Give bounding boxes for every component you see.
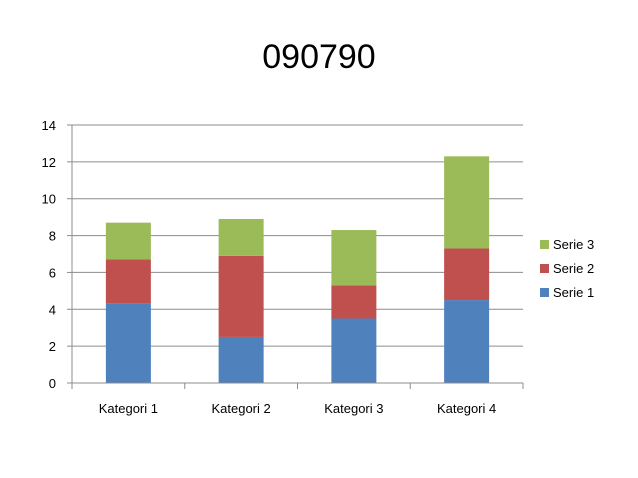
- bar-serie-3-3: [331, 230, 377, 286]
- bar-serie-1-3: [331, 318, 377, 383]
- bar-serie-1-1: [105, 303, 151, 383]
- x-tick-label: Kategori 1: [99, 401, 158, 416]
- y-tick-label: 12: [42, 155, 56, 170]
- bars: [105, 156, 490, 383]
- x-tick-label: Kategori 4: [437, 401, 496, 416]
- bar-serie-2-2: [218, 255, 264, 337]
- y-tick-label: 4: [49, 302, 56, 317]
- legend-label: Serie 2: [553, 261, 594, 276]
- bar-serie-2-3: [331, 285, 377, 319]
- y-tick-label: 2: [49, 339, 56, 354]
- legend: Serie 3 Serie 2 Serie 1: [540, 237, 594, 300]
- y-tick-label: 10: [42, 192, 56, 207]
- chart-title: 090790: [262, 38, 376, 76]
- tick-labels: 0 2 4 6 8 10 12 14 Kategori 1 Kategori 2 Kategori …: [42, 118, 497, 416]
- legend-swatch: [540, 240, 549, 249]
- legend-swatch: [540, 264, 549, 273]
- y-tick-label: 8: [49, 229, 56, 244]
- legend-swatch: [540, 288, 549, 297]
- y-tick-label: 0: [49, 376, 56, 391]
- bar-serie-3-2: [218, 218, 264, 256]
- legend-label: Serie 1: [553, 285, 594, 300]
- legend-label: Serie 3: [553, 237, 594, 252]
- bar-serie-1-4: [444, 300, 490, 383]
- bar-serie-1-2: [218, 336, 264, 383]
- y-tick-label: 14: [42, 118, 56, 133]
- axes: [67, 124, 524, 389]
- bar-serie-2-1: [105, 259, 151, 304]
- x-tick-label: Kategori 2: [211, 401, 270, 416]
- bar-serie-2-4: [444, 248, 490, 301]
- bar-serie-3-1: [105, 222, 151, 260]
- x-tick-label: Kategori 3: [324, 401, 383, 416]
- y-tick-label: 6: [49, 265, 56, 280]
- bar-serie-3-4: [444, 156, 490, 249]
